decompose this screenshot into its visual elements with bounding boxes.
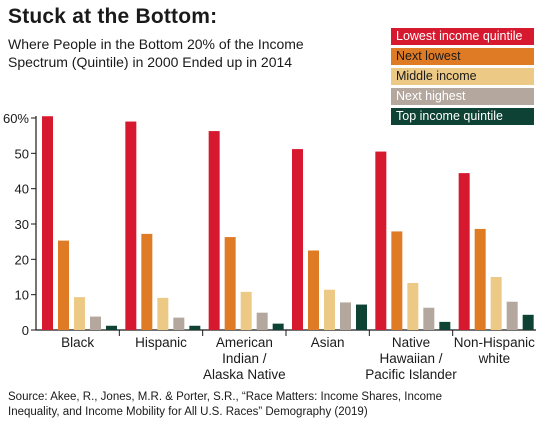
chart-title: Stuck at the Bottom: (8, 5, 218, 28)
bar (240, 291, 252, 330)
bar (375, 151, 387, 330)
legend-item: Next highest (391, 88, 534, 105)
bar (407, 283, 419, 330)
legend-item: Top income quintile (391, 108, 534, 125)
x-category-label: Hispanic (135, 335, 187, 350)
bar (90, 316, 101, 330)
x-category-label-line: Black (61, 335, 94, 350)
y-tick-label: 40 (15, 182, 29, 197)
bar (439, 321, 451, 330)
legend-item: Lowest income quintile (391, 28, 534, 45)
bar (340, 302, 351, 330)
bar (224, 237, 236, 330)
bar (308, 250, 319, 330)
bar (256, 312, 268, 330)
legend-item: Middle income (391, 68, 534, 85)
x-category-label: Non-Hispanic white (454, 335, 535, 366)
x-category-label-line: Indian / (222, 351, 267, 366)
source-note: Source: Akee, R., Jones, M.R. & Porter, … (8, 391, 442, 418)
bar (292, 149, 303, 330)
bar (391, 231, 403, 330)
chart-legend: Lowest income quintile Next lowest Middle … (391, 28, 534, 128)
bar (272, 323, 284, 330)
bar (208, 131, 220, 330)
x-category-label-line: white (478, 351, 511, 366)
x-category-label-line: Pacific Islander (365, 367, 457, 382)
x-category-label: Native Hawaiian / Pacific Islander (365, 335, 457, 382)
bar (423, 307, 435, 330)
x-category-label: American Indian / Alaska Native (203, 335, 286, 382)
x-category-label: Asian (311, 335, 345, 350)
legend-item: Next lowest (391, 48, 534, 65)
bar (106, 325, 117, 330)
y-tick-label: 0 (22, 323, 29, 338)
bar (458, 173, 470, 330)
x-category-label-line: Non-Hispanic (454, 335, 535, 350)
bar (141, 233, 153, 330)
bar (58, 240, 69, 330)
y-tick-label: 20 (15, 252, 29, 267)
y-tick-label: 50 (15, 146, 29, 161)
y-tick-label: 10 (15, 288, 29, 303)
x-category-label-line: American (216, 335, 273, 350)
x-category-label-line: Asian (311, 335, 345, 350)
x-category-label-line: Alaska Native (203, 367, 286, 382)
bar (506, 301, 518, 330)
bar (157, 297, 169, 330)
x-category-label-line: Hispanic (135, 335, 187, 350)
bar (474, 228, 486, 330)
y-tick-label: 60% (3, 111, 29, 126)
bar (490, 277, 502, 330)
bar (189, 325, 201, 330)
x-category-label: Black (61, 335, 94, 350)
bar (42, 116, 53, 330)
bar (356, 304, 367, 330)
y-tick-label: 30 (15, 217, 29, 232)
bar (125, 121, 137, 331)
bar (522, 314, 534, 330)
bar (74, 297, 85, 330)
x-category-label-line: Native (392, 335, 430, 350)
bar (173, 317, 185, 330)
chart-subtitle: Where People in the Bottom 20% of the In… (8, 36, 304, 70)
bar (324, 289, 335, 330)
x-category-label-line: Hawaiian / (379, 351, 442, 366)
